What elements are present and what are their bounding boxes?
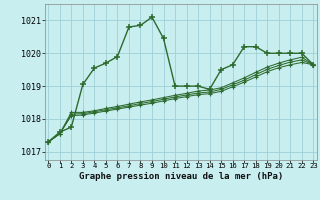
X-axis label: Graphe pression niveau de la mer (hPa): Graphe pression niveau de la mer (hPa) xyxy=(79,172,283,181)
